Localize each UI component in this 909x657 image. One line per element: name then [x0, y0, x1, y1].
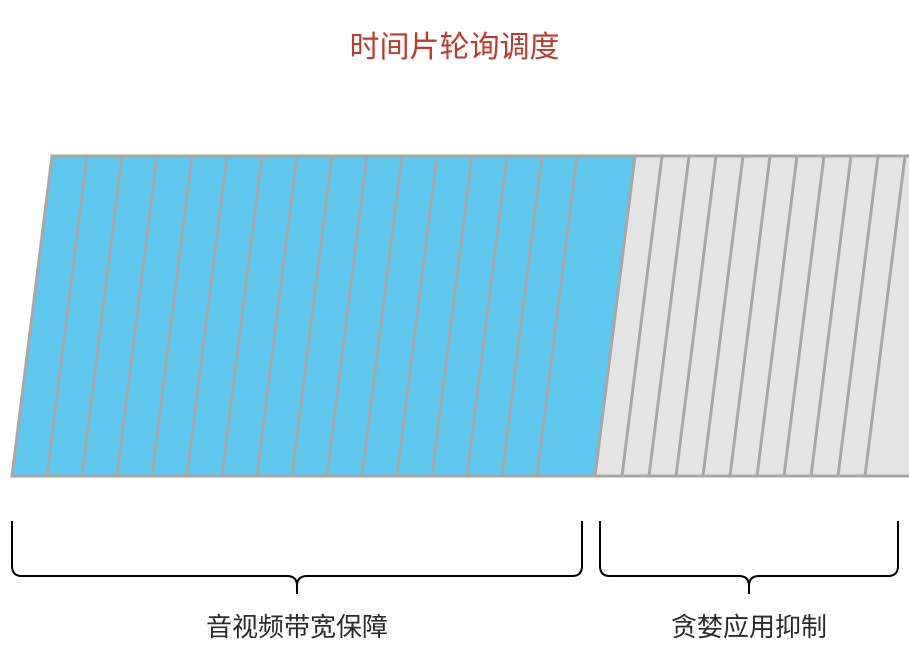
group-greedy-label: 贪婪应用抑制 [671, 612, 827, 642]
diagram-title: 时间片轮询调度 [0, 0, 909, 66]
timeslice-diagram: 音视频带宽保障 贪婪应用抑制 [0, 66, 909, 657]
group-av-label: 音视频带宽保障 [206, 612, 388, 642]
